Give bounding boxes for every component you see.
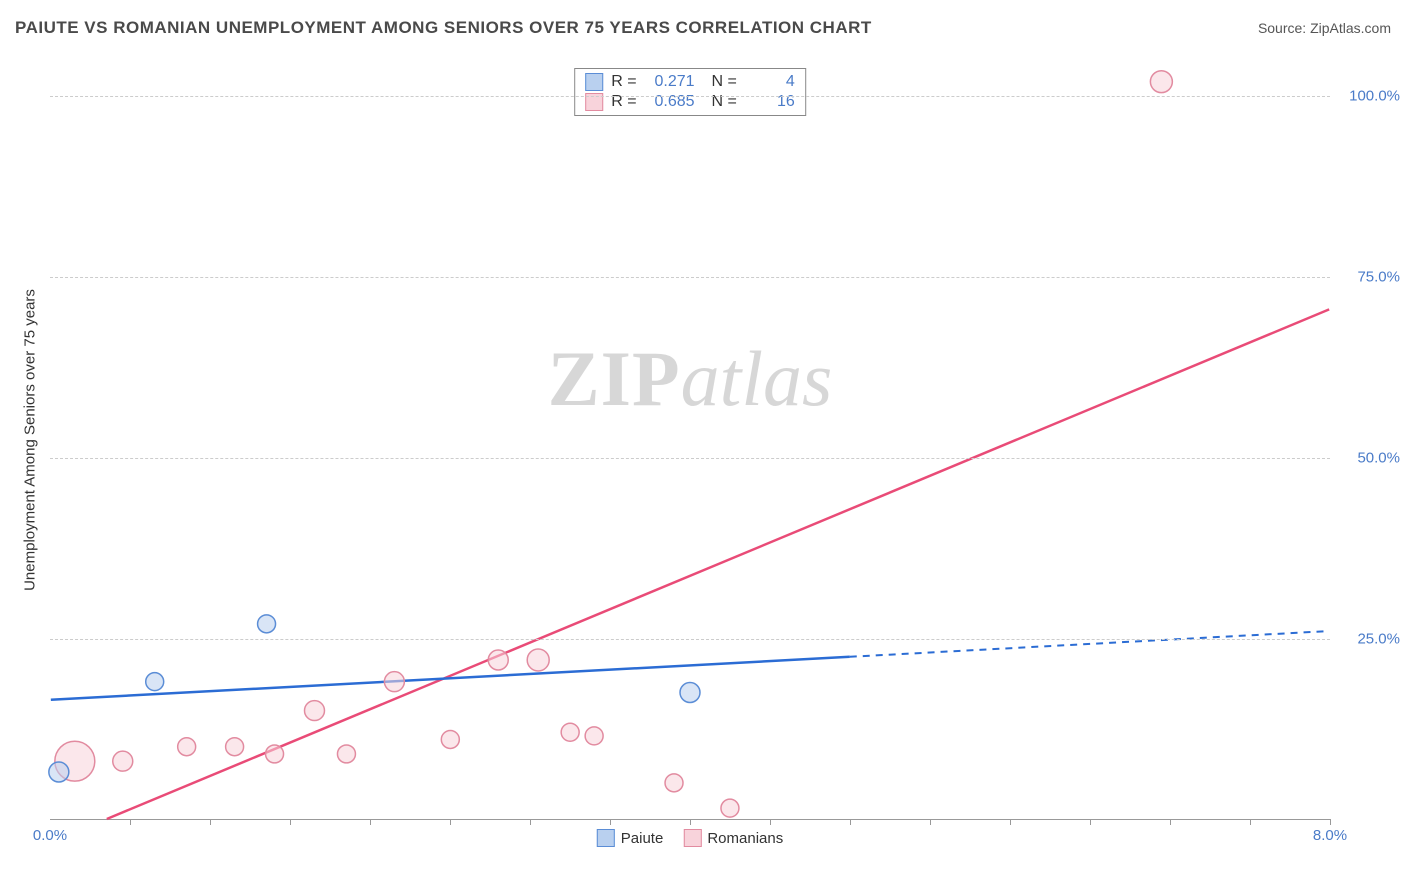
paiute-point [49,762,69,782]
x-tick [930,819,931,825]
y-tick-label: 25.0% [1340,631,1400,648]
romanians-point [585,727,603,745]
y-tick-label: 75.0% [1340,269,1400,286]
romanians-point [488,650,508,670]
x-tick [690,819,691,825]
romanians-point [441,730,459,748]
romanians-point [527,649,549,671]
romanians-point [384,672,404,692]
x-tick [450,819,451,825]
romanians-point [1150,71,1172,93]
x-tick [770,819,771,825]
x-tick [290,819,291,825]
y-tick-label: 50.0% [1340,450,1400,467]
x-tick [210,819,211,825]
x-tick [370,819,371,825]
gridline [50,639,1330,640]
gridline [50,458,1330,459]
legend-series-label: Romanians [707,830,783,847]
legend-swatch-blue [585,73,603,91]
x-tick [610,819,611,825]
x-tick [850,819,851,825]
romanians-point [337,745,355,763]
x-tick [1250,819,1251,825]
legend-series-item: Romanians [683,829,783,847]
romanians-point [305,701,325,721]
x-tick-label: 0.0% [33,827,67,844]
romanians-point [178,738,196,756]
paiute-point [258,615,276,633]
paiute-point [680,683,700,703]
romanians-point [665,774,683,792]
y-axis-label: Unemployment Among Seniors over 75 years [22,289,39,591]
romanians-point [266,745,284,763]
x-tick-label: 8.0% [1313,827,1347,844]
gridline [50,277,1330,278]
romanians-point [561,723,579,741]
x-tick [1090,819,1091,825]
romanians-point [113,751,133,771]
legend-correlation: R =0.271 N =4R =0.685 N =16 [574,68,806,116]
y-tick-label: 100.0% [1340,88,1400,105]
chart-title: PAIUTE VS ROMANIAN UNEMPLOYMENT AMONG SE… [15,18,872,38]
legend-series-item: Paiute [597,829,664,847]
x-tick [130,819,131,825]
x-tick [1330,819,1331,825]
legend-swatch-pink [683,829,701,847]
legend-correlation-row: R =0.271 N =4 [585,72,795,92]
romanians-trend-solid [107,309,1329,819]
x-tick [1010,819,1011,825]
chart-header: PAIUTE VS ROMANIAN UNEMPLOYMENT AMONG SE… [15,18,1391,38]
romanians-point [721,799,739,817]
romanians-point [226,738,244,756]
legend-series-label: Paiute [621,830,664,847]
legend-correlation-row: R =0.685 N =16 [585,92,795,112]
chart-area: Unemployment Among Seniors over 75 years… [50,60,1330,820]
source-label: Source: ZipAtlas.com [1258,20,1391,36]
gridline [50,96,1330,97]
paiute-trend-solid [51,657,850,700]
chart-svg [50,60,1330,819]
x-tick [530,819,531,825]
paiute-point [146,673,164,691]
paiute-trend-dashed [850,631,1329,657]
legend-swatch-blue [597,829,615,847]
x-tick [1170,819,1171,825]
legend-series: Paiute Romanians [597,829,783,847]
